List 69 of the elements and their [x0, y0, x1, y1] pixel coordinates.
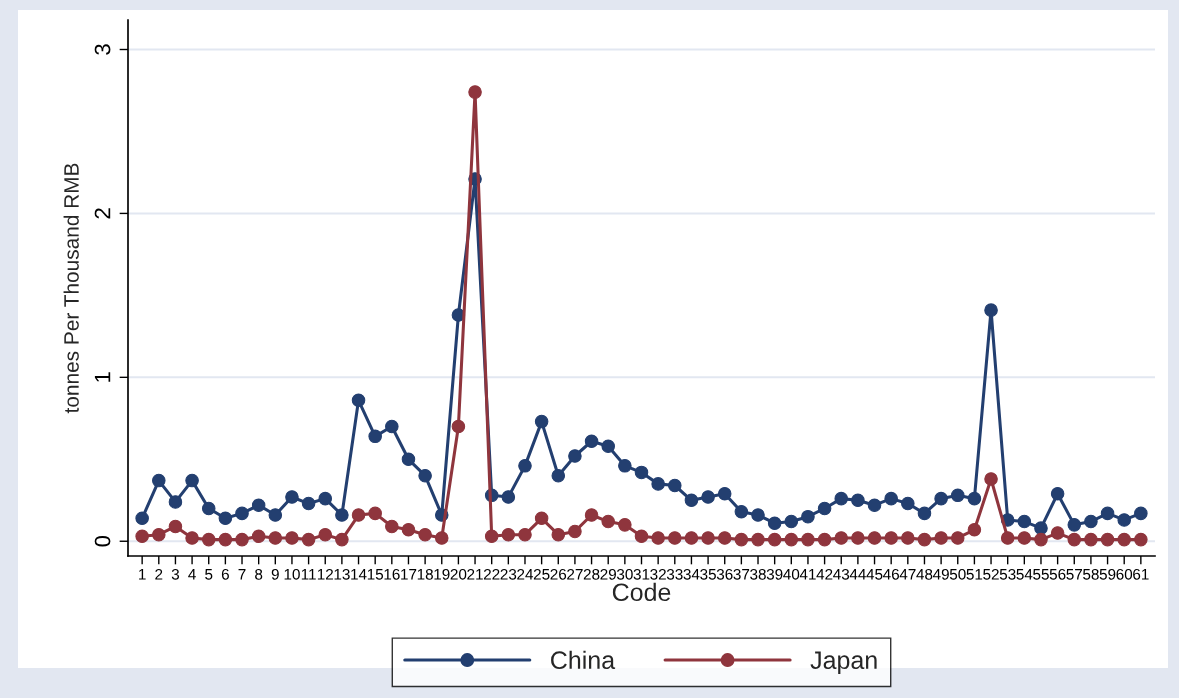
y-tick-label: 0: [94, 535, 111, 547]
x-tick-label: 55: [1033, 569, 1049, 580]
x-tick-label: 57: [1066, 569, 1082, 580]
y-axis-title: tonnes Per Thousand RMB: [63, 163, 79, 414]
x-tick-label: 30: [616, 568, 633, 580]
x-tick-label: 20: [450, 568, 467, 580]
x-tick-label: 14: [351, 569, 367, 580]
x-tick-label: 32: [650, 568, 666, 580]
x-tick-label: 60: [1116, 568, 1133, 580]
x-tick-label: 38: [750, 568, 766, 580]
x-tick-label: 18: [417, 568, 433, 580]
legend-label: China: [551, 650, 616, 670]
x-tick-label: 10: [284, 568, 300, 580]
x-tick-label: 58: [1083, 568, 1099, 580]
x-tick-label: 1: [139, 569, 146, 580]
x-tick-label: 56: [1049, 568, 1066, 580]
x-tick-label: 59: [1099, 568, 1116, 580]
x-tick-label: 54: [1016, 569, 1033, 580]
x-tick-label: 15: [367, 569, 384, 580]
x-tick-label: 27: [567, 568, 583, 580]
x-tick-label: 52: [983, 568, 999, 580]
x-tick-label: 9: [271, 568, 279, 580]
x-tick-label: 47: [899, 569, 916, 580]
x-tick-label: 28: [583, 568, 600, 580]
x-tick-label: 12: [317, 568, 333, 580]
x-axis-title: Code: [612, 582, 671, 602]
x-tick-label: 41: [799, 569, 816, 580]
x-tick-label: 7: [238, 569, 246, 580]
x-tick-label: 31: [633, 568, 650, 580]
x-tick-label: 37: [733, 568, 750, 580]
x-tick-label: 23: [500, 568, 517, 580]
x-tick-label: 44: [849, 569, 866, 580]
x-tick-label: 22: [483, 568, 500, 580]
x-tick-label: 40: [783, 568, 800, 580]
x-tick-label: 35: [700, 568, 716, 580]
x-tick-label: 48: [916, 568, 933, 580]
x-tick-label: 8: [255, 568, 263, 580]
x-tick-label: 6: [221, 568, 229, 580]
x-tick-label: 3: [171, 568, 180, 580]
legend-label: Japan: [810, 651, 877, 674]
x-tick-label: 61: [1133, 568, 1149, 580]
x-tick-label: 26: [550, 568, 567, 580]
x-tick-label: 36: [716, 568, 733, 580]
x-tick-label: 34: [683, 568, 700, 580]
x-tick-label: 53: [999, 568, 1016, 580]
y-tick-label: 2: [94, 208, 111, 219]
x-tick-label: 2: [155, 568, 163, 580]
x-tick-label: 21: [467, 568, 483, 580]
x-tick-label: 13: [334, 568, 350, 580]
y-tick-label: 1: [94, 372, 111, 382]
x-tick-label: 11: [301, 569, 316, 580]
x-tick-label: 5: [205, 569, 213, 580]
x-tick-label: 19: [434, 568, 450, 580]
x-tick-label: 33: [666, 568, 683, 580]
x-tick-label: 43: [833, 568, 850, 580]
x-tick-label: 50: [949, 568, 966, 580]
x-tick-label: 45: [866, 569, 883, 580]
x-tick-label: 25: [533, 568, 550, 580]
x-tick-label: 49: [932, 568, 949, 580]
x-tick-label: 51: [966, 569, 983, 580]
y-tick-label: 3: [94, 44, 111, 55]
x-tick-label: 39: [766, 568, 783, 580]
x-tick-label: 29: [600, 568, 616, 580]
x-tick-label: 46: [883, 568, 899, 580]
x-tick-label: 24: [517, 568, 534, 580]
x-tick-label: 16: [384, 568, 400, 580]
x-tick-label: 4: [188, 569, 196, 580]
x-tick-label: 42: [816, 568, 833, 580]
x-tick-label: 17: [401, 569, 417, 580]
